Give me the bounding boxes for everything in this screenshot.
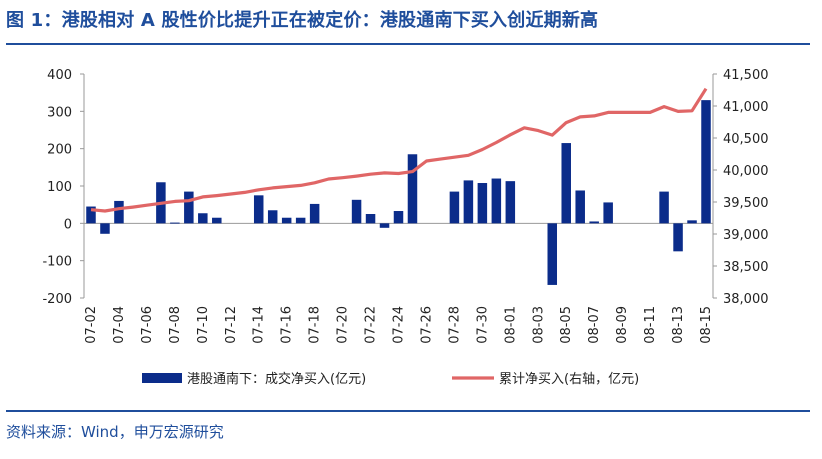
bar [407, 154, 418, 224]
x-tick-label: 07-08 [168, 306, 183, 344]
legend-line-label: 累计净买入(右轴，亿元) [499, 372, 639, 387]
right-tick-label: 41,500 [723, 68, 769, 83]
source-note: 资料来源：Wind，申万宏源研究 [6, 423, 224, 441]
right-tick-label: 39,000 [723, 228, 769, 243]
left-tick-label: 0 [64, 217, 72, 232]
legend-bar-swatch [142, 373, 182, 383]
x-tick-label: 08-13 [671, 306, 686, 344]
x-tick-label: 07-26 [419, 306, 434, 344]
x-tick-label: 08-05 [559, 306, 574, 344]
x-tick-label: 07-14 [252, 306, 267, 344]
bar [589, 221, 599, 224]
bar [198, 213, 208, 224]
x-tick-label: 08-11 [643, 306, 658, 344]
chart: -200 -100 0 100 200 300 400 38,000 38,500 39,000 3… [42, 68, 769, 387]
right-tick-label: 40,500 [723, 132, 769, 147]
x-tick-label: 08-09 [615, 306, 630, 344]
x-tick-label: 07-24 [392, 306, 407, 344]
bar [170, 222, 180, 224]
bar [295, 217, 306, 224]
bar [575, 190, 585, 224]
bar [267, 210, 278, 224]
bar [463, 180, 474, 224]
bar [86, 206, 96, 224]
bar [184, 191, 194, 224]
bar [114, 200, 124, 224]
right-tick-label: 40,000 [723, 164, 769, 179]
bar [365, 214, 376, 224]
right-tick-label: 39,500 [723, 196, 769, 211]
title-rule [6, 43, 810, 45]
x-tick-label: 07-04 [112, 306, 127, 344]
x-tick-label: 07-30 [475, 306, 490, 344]
x-tick-label: 07-22 [364, 306, 379, 344]
bar [351, 199, 362, 224]
bar [253, 195, 264, 224]
left-tick-label: -200 [42, 292, 72, 307]
right-tick-label: 38,500 [723, 260, 769, 275]
bar [687, 220, 697, 224]
x-tick-label: 07-20 [336, 306, 351, 344]
bar [100, 223, 110, 234]
x-tick-label: 08-07 [587, 306, 602, 344]
x-tick-label: 08-03 [531, 306, 546, 344]
bar [491, 178, 502, 224]
x-tick-label: 07-18 [308, 306, 323, 344]
bar [561, 143, 571, 224]
bar [603, 202, 613, 224]
bar [659, 191, 669, 224]
bar [309, 203, 320, 224]
figure-title: 图 1：港股相对 A 股性价比提升正在被定价：港股通南下买入创近期新高 [6, 10, 599, 31]
bar [701, 100, 711, 224]
x-tick-label: 07-06 [140, 306, 155, 344]
right-tick-label: 41,000 [723, 100, 769, 115]
x-tick-label: 08-15 [699, 306, 714, 344]
left-tick-label: 200 [47, 143, 72, 158]
bar [379, 223, 390, 228]
left-tick-label: 300 [47, 105, 72, 120]
bar [212, 217, 222, 224]
bar [281, 217, 292, 224]
cumulative-line [90, 87, 708, 213]
bar [673, 223, 683, 252]
x-tick-label: 07-16 [280, 306, 295, 344]
left-tick-label: -100 [42, 255, 72, 270]
x-tick-label: 08-01 [503, 306, 518, 344]
source-rule [6, 410, 810, 412]
bar [449, 191, 460, 224]
x-tick-label: 07-28 [447, 306, 462, 344]
bar [477, 183, 488, 224]
legend-bar-label: 港股通南下：成交净买入(亿元) [187, 371, 366, 387]
right-tick-label: 38,000 [723, 292, 769, 307]
bar [393, 211, 404, 224]
left-tick-label: 400 [47, 68, 72, 83]
x-tick-label: 07-10 [196, 306, 211, 344]
x-tick-label: 07-02 [84, 306, 99, 344]
left-tick-label: 100 [47, 180, 72, 195]
x-tick-label: 07-12 [224, 306, 239, 344]
bar [547, 223, 558, 285]
bar [505, 181, 516, 224]
